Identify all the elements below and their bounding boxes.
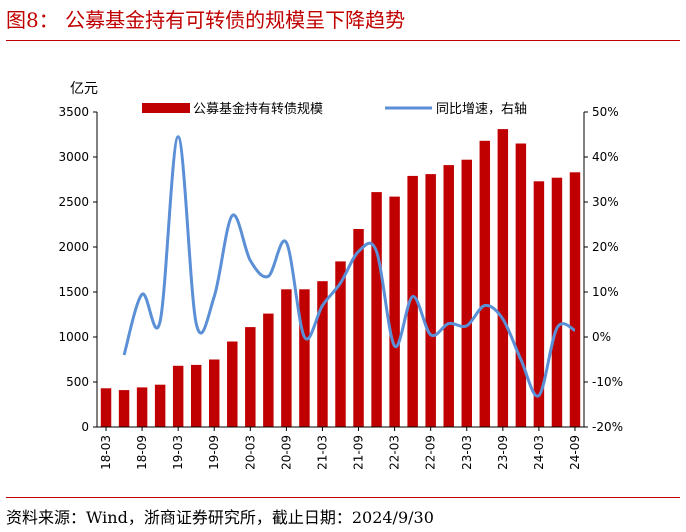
bar — [281, 289, 292, 427]
bar — [227, 341, 238, 427]
bar — [209, 359, 220, 427]
bar — [154, 384, 166, 427]
title-divider — [6, 40, 680, 41]
x-tick-label: 24-03 — [532, 435, 546, 470]
y2-tick-label: -20% — [592, 420, 623, 434]
x-tick-label: 22-03 — [388, 435, 402, 470]
y-tick-label: 1000 — [58, 330, 89, 344]
source-note: 资料来源：Wind，浙商证券研究所，截止日期：2024/9/30 — [6, 508, 434, 527]
growth-line — [122, 135, 576, 398]
x-tick-label: 20-03 — [243, 435, 257, 470]
legend-bar-swatch — [142, 103, 190, 113]
y2-tick-label: -10% — [592, 375, 623, 389]
bar — [317, 281, 328, 427]
y2-tick-label: 30% — [592, 195, 619, 209]
y2-tick-label: 10% — [592, 285, 619, 299]
bar — [533, 181, 545, 427]
bar — [407, 175, 418, 427]
bar — [335, 261, 346, 427]
x-tick-label: 24-09 — [568, 435, 582, 470]
legend-bar-label: 公募基金持有转债规模 — [193, 101, 323, 117]
line-series — [122, 135, 576, 398]
bar — [479, 140, 491, 428]
footer-divider — [6, 497, 680, 498]
x-tick-label: 21-03 — [315, 435, 329, 470]
y-axis-left: 0 500 1000 1500 2000 2500 3000 3500 — [58, 105, 98, 434]
bar — [443, 165, 454, 427]
x-tick-label: 23-03 — [460, 435, 474, 470]
y2-tick-label: 20% — [592, 240, 619, 254]
y-axis-right: -20% -10% 0% 10% 20% 30% 40% 50% — [583, 105, 623, 434]
bar — [353, 229, 364, 427]
bar — [515, 143, 527, 427]
bar-series — [100, 129, 581, 428]
bar — [190, 364, 202, 427]
y-tick-label: 3500 — [58, 105, 89, 119]
bar — [136, 387, 148, 427]
bar-line-chart: 0 500 1000 1500 2000 2500 3000 3500 -20% -10% 0% 1… — [58, 81, 623, 470]
y-axis-label: 亿元 — [70, 81, 98, 97]
y-tick-label: 2000 — [58, 240, 89, 254]
x-tick-label: 20-09 — [279, 435, 293, 470]
legend-line-label: 同比增速，右轴 — [436, 102, 527, 117]
bar — [389, 196, 400, 427]
bar — [551, 177, 563, 427]
y2-tick-label: 40% — [592, 150, 619, 164]
x-tick-label: 21-09 — [352, 435, 366, 470]
y-tick-label: 2500 — [58, 195, 89, 209]
x-tick-label: 19-09 — [207, 435, 221, 470]
x-tick-label: 23-09 — [496, 435, 510, 470]
y2-tick-label: 0% — [592, 330, 611, 344]
x-tick-label: 18-03 — [99, 435, 113, 470]
bar — [371, 192, 382, 427]
bar — [461, 159, 472, 427]
bar — [100, 388, 112, 427]
figure-title: 图8： 公募基金持有可转债的规模呈下降趋势 — [6, 8, 406, 32]
bar — [425, 174, 436, 427]
x-tick-label: 19-03 — [171, 435, 185, 470]
bar — [569, 172, 581, 427]
x-axis: 18-03 18-09 19-03 19-09 20-03 20-09 21-03 21-09… — [97, 426, 584, 470]
bar — [263, 313, 274, 427]
bar — [245, 327, 256, 427]
y-tick-label: 0 — [81, 420, 89, 434]
bar — [299, 289, 310, 427]
y2-tick-label: 50% — [592, 105, 619, 119]
bar — [118, 390, 130, 427]
y-tick-label: 3000 — [58, 150, 89, 164]
y-tick-label: 1500 — [58, 285, 89, 299]
legend: 公募基金持有转债规模 同比增速，右轴 — [142, 101, 527, 117]
y-tick-label: 500 — [66, 375, 89, 389]
bar — [172, 365, 184, 427]
bar — [497, 129, 509, 427]
x-tick-label: 18-09 — [135, 435, 149, 470]
x-tick-label: 22-09 — [424, 435, 438, 470]
